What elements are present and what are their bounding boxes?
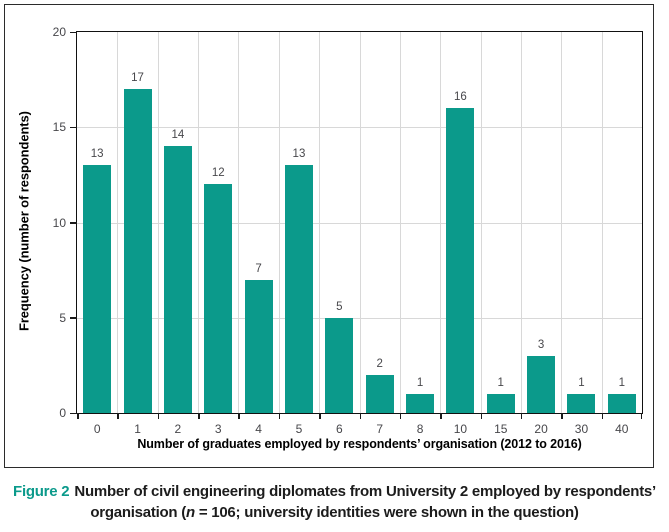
bar: [83, 165, 112, 413]
x-axis-tick: [399, 413, 402, 419]
gridline-vertical: [117, 32, 119, 413]
bar-value-label: 17: [131, 72, 144, 85]
bar: [163, 146, 192, 413]
x-axis-tick: [157, 413, 160, 419]
figure-caption-line1: Figure 2 Number of civil engineering dipl…: [0, 481, 669, 502]
x-axis-tick: [198, 413, 200, 419]
y-axis-tick: [70, 31, 77, 33]
y-axis-tick: [70, 412, 77, 414]
x-axis-category-label: 1: [134, 422, 141, 436]
x-axis-category-label: 7: [376, 422, 384, 436]
bar-value-label: 1: [618, 376, 626, 389]
figure-caption-text1: Number of civil engineering diplomates f…: [74, 483, 656, 500]
y-axis-tick-label: 10: [52, 215, 66, 230]
gridline-vertical: [238, 32, 240, 413]
bar-value-label: 12: [211, 167, 225, 180]
bar-value-label: 2: [376, 357, 383, 370]
bar-value-label: 1: [497, 376, 504, 389]
gridline-vertical: [480, 32, 482, 413]
bar-value-label: 1: [578, 376, 585, 389]
x-axis-category-label: 15: [494, 422, 508, 436]
x-axis-tick: [480, 413, 483, 419]
figure-caption-line2: organisation (n = 106; university identi…: [0, 502, 669, 523]
y-axis-tick: [70, 222, 77, 224]
x-axis-tick: [319, 413, 321, 419]
figure-caption-text2a: organisation (: [90, 504, 186, 521]
x-axis-tick: [440, 413, 442, 419]
y-axis-title: Frequency (number of respondents): [16, 111, 32, 332]
gridline-vertical: [319, 32, 321, 413]
x-axis-title: Number of graduates employed by responde…: [137, 437, 582, 451]
gridline-vertical: [278, 32, 280, 413]
x-axis-tick: [561, 413, 563, 419]
plot-area: 0 5 10 15 20 13 0 17 1 14 2 12 3 7 4 13 5 5 6 2 7 1 8 16 10 1 15 3 2…: [53, 25, 643, 436]
bar-value-label: 5: [336, 300, 343, 313]
y-axis-tick-label: 20: [52, 25, 66, 39]
gridline-vertical: [157, 32, 159, 413]
x-axis-category-label: 0: [93, 422, 101, 436]
y-axis-tick-label: 0: [59, 406, 66, 420]
bar: [446, 108, 475, 413]
x-axis-category-label: 5: [295, 422, 303, 436]
gridline-vertical: [198, 32, 200, 413]
x-axis-tick: [640, 413, 642, 419]
gridline-vertical: [561, 32, 563, 413]
x-axis-category-label: 8: [416, 422, 424, 436]
bar: [607, 393, 636, 413]
bar: [204, 184, 233, 413]
x-axis-category-label: 20: [534, 422, 548, 436]
bar: [567, 393, 596, 413]
x-axis-tick: [359, 413, 361, 419]
x-axis-tick: [238, 413, 240, 419]
y-axis-tick: [70, 126, 77, 129]
bar-value-label: 3: [537, 338, 545, 351]
figure-caption-label: Figure 2: [13, 483, 70, 500]
x-axis-category-label: 4: [255, 422, 262, 436]
bar: [284, 165, 313, 413]
bar: [123, 89, 152, 413]
gridline-vertical: [520, 32, 522, 413]
bar-value-label: 16: [453, 91, 467, 104]
x-axis-tick: [77, 413, 79, 419]
x-axis-tick: [117, 413, 119, 419]
y-axis-tick-label: 5: [59, 310, 66, 325]
gridline-vertical: [601, 32, 603, 413]
bar-value-label: 14: [171, 129, 185, 142]
x-axis-category-label: 3: [214, 422, 222, 436]
gridline-vertical: [440, 32, 442, 413]
x-axis-tick: [520, 413, 523, 419]
y-axis-tick-label: 15: [52, 120, 66, 135]
bar-value-label: 1: [416, 376, 424, 389]
gridline-vertical: [399, 32, 401, 413]
bar-value-label: 7: [255, 262, 262, 275]
x-axis-tick: [601, 413, 604, 419]
y-axis-tick: [70, 317, 77, 319]
figure-caption-text2b: = 106; university identities were shown …: [194, 504, 579, 521]
x-axis-category-label: 10: [453, 422, 468, 436]
figure-caption-n-italic: n: [185, 504, 195, 521]
bar: [325, 317, 354, 413]
gridline-vertical: [359, 32, 361, 413]
bar: [365, 374, 394, 413]
bar-value-label: 13: [90, 148, 104, 161]
x-axis-category-label: 40: [615, 422, 629, 436]
x-axis-tick: [278, 413, 281, 419]
x-axis-category-label: 6: [335, 422, 343, 436]
bar: [406, 393, 435, 413]
figure-caption: Figure 2 Number of civil engineering dipl…: [0, 481, 669, 523]
x-axis-category-label: 2: [174, 422, 182, 436]
bar: [486, 393, 515, 413]
bar: [527, 355, 556, 413]
x-axis-category-label: 30: [574, 422, 589, 436]
figure-panel: Frequency (number of respondents) 0 5 10 15…: [4, 4, 654, 468]
bar-value-label: 13: [292, 148, 306, 161]
bar: [244, 279, 273, 413]
